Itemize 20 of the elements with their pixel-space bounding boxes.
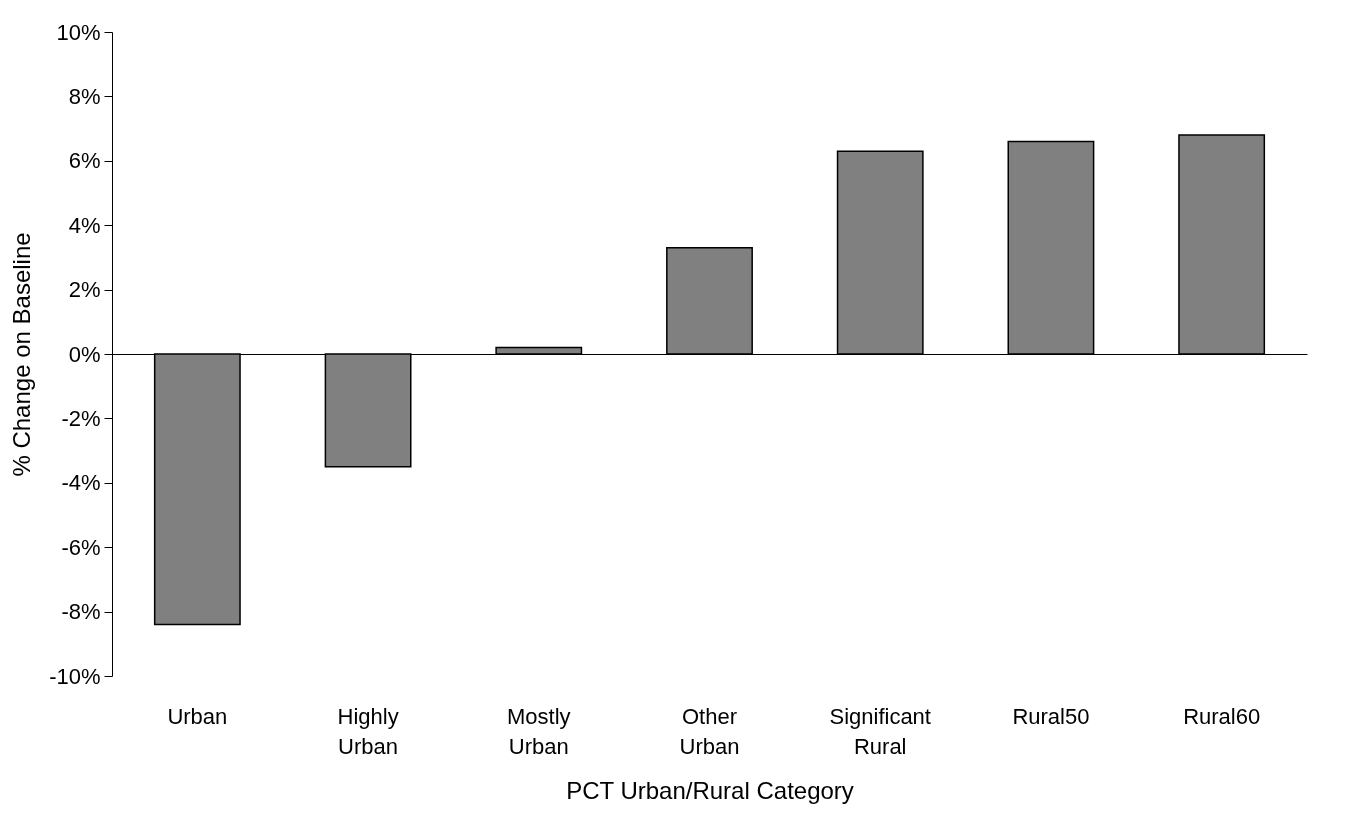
y-tick-label: -8% [61,599,101,625]
y-tick-label: -2% [61,405,101,431]
x-tick-label: Rural60 [1183,703,1261,729]
x-tick-label: Significant Rural [829,703,931,759]
x-axis-title: PCT Urban/Rural Category [566,776,854,804]
y-tick-label: -4% [61,470,101,496]
x-tick-label: Rural50 [1012,703,1090,729]
x-tick-label: Mostly Urban [507,703,571,759]
y-tick-label: -6% [61,534,101,560]
y-tick-label: 4% [68,212,101,238]
y-tick-label: -10% [49,663,101,689]
x-tick-label: Urban [167,703,228,729]
y-tick-label: 2% [68,277,101,303]
x-tick-label: Other Urban [679,703,740,759]
x-tick-label: Highly Urban [337,703,399,759]
y-tick-label: 10% [56,19,101,45]
y-tick-label: 8% [68,83,101,109]
y-tick-label: 6% [68,148,101,174]
y-tick-label: 0% [68,341,101,367]
y-axis-title: % Change on Baseline [8,232,36,477]
